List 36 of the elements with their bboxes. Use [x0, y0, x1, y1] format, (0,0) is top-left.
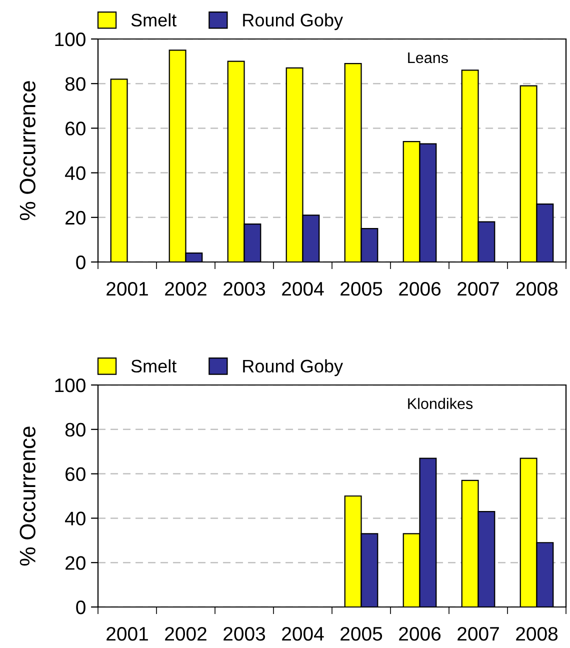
- annotation: Klondikes: [408, 398, 473, 410]
- y-tick-label: 100: [55, 32, 86, 46]
- legend-label: Round Goby: [243, 13, 343, 30]
- x-tick-label: 2007: [458, 282, 499, 296]
- x-tick-label: 2005: [340, 626, 382, 641]
- y-tick-label: 0: [76, 600, 86, 614]
- y-tick-label: 20: [66, 556, 86, 570]
- y-tick-label: 60: [66, 467, 86, 482]
- y-tick-label: 40: [65, 512, 86, 526]
- x-tick-label: 2006: [399, 282, 441, 296]
- x-tick-label: 2007: [458, 626, 499, 641]
- y-tick-label: 80: [65, 77, 86, 91]
- legend-label: Smelt: [131, 13, 177, 27]
- x-tick-label: 2002: [165, 626, 206, 641]
- legend-label: Smelt: [131, 359, 177, 373]
- x-tick-label: 2001: [106, 282, 148, 296]
- x-tick-label: 2004: [282, 626, 324, 641]
- y-tick-label: 20: [66, 210, 86, 225]
- x-tick-label: 2006: [399, 626, 441, 641]
- x-tick-label: 2005: [340, 282, 382, 296]
- annotation: Leans: [408, 52, 448, 64]
- y-tick-label: 40: [65, 166, 86, 180]
- x-tick-label: 2004: [282, 282, 324, 296]
- x-tick-label: 2003: [224, 282, 266, 296]
- x-tick-label: 2001: [106, 626, 148, 641]
- x-tick-label: 2003: [224, 626, 266, 641]
- y-axis-title: % Occurrence: [20, 426, 36, 566]
- y-axis-title: % Occurrence: [20, 81, 36, 220]
- x-tick-label: 2002: [165, 282, 206, 296]
- y-tick-label: 60: [66, 122, 86, 136]
- x-tick-label: 2008: [516, 626, 558, 641]
- y-tick-label: 100: [55, 378, 86, 392]
- legend-label: Round Goby: [243, 359, 343, 376]
- y-tick-label: 0: [76, 255, 86, 270]
- y-tick-label: 80: [65, 422, 86, 437]
- x-tick-label: 2008: [516, 282, 558, 296]
